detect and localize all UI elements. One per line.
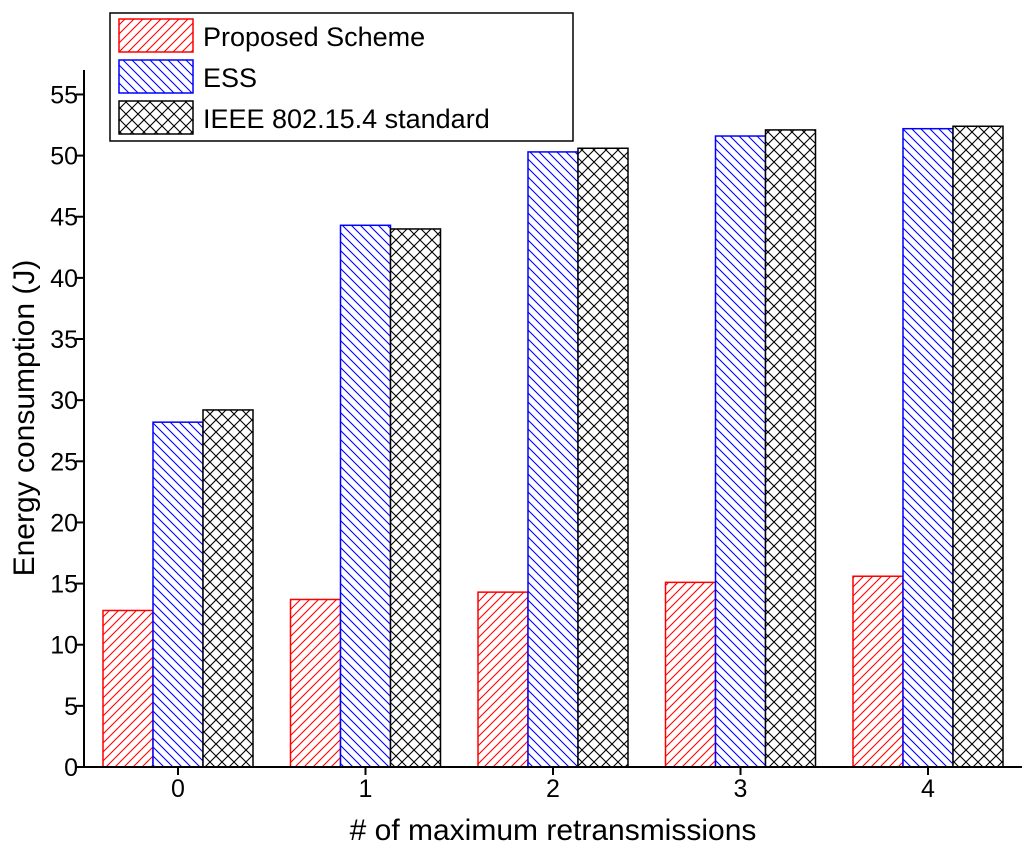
legend-swatch-ess bbox=[118, 59, 194, 94]
bar-proposed-scheme-0 bbox=[102, 609, 154, 768]
bar-ieee-802-15-4-standard-3 bbox=[764, 129, 817, 768]
y-tick-label: 40 bbox=[50, 265, 78, 293]
bar-proposed-scheme-2 bbox=[477, 591, 529, 768]
y-tick-label: 45 bbox=[50, 204, 78, 232]
x-tick-label: 1 bbox=[359, 775, 373, 803]
x-tick-label: 0 bbox=[171, 775, 185, 803]
legend-label-ieee: IEEE 802.15.4 standard bbox=[203, 104, 490, 134]
y-tick-label: 20 bbox=[50, 509, 78, 537]
y-ticks-group: 0 5 10 15 20 25 30 35 40 45 50 55 bbox=[50, 81, 84, 782]
y-tick-label: 35 bbox=[50, 326, 78, 354]
y-tick-label: 5 bbox=[64, 693, 78, 721]
x-tick-label: 4 bbox=[921, 775, 935, 803]
bar-ieee-802-15-4-standard-1 bbox=[389, 228, 442, 768]
y-axis-title: Energy consumption (J) bbox=[8, 260, 41, 577]
legend: Proposed Scheme ESS IEEE 802.15.4 standa… bbox=[109, 12, 574, 142]
y-tick-label: 30 bbox=[50, 387, 78, 415]
bar-ess-0 bbox=[152, 421, 204, 768]
bar-ess-3 bbox=[714, 135, 767, 768]
y-tick-label: 10 bbox=[50, 632, 78, 660]
y-tick-label: 25 bbox=[50, 448, 78, 476]
y-tick-label: 15 bbox=[50, 571, 78, 599]
legend-label-ess: ESS bbox=[203, 63, 257, 93]
y-tick-label: 50 bbox=[50, 143, 78, 171]
legend-label-proposed-scheme: Proposed Scheme bbox=[203, 22, 425, 52]
bar-proposed-scheme-4 bbox=[852, 575, 904, 768]
bars-group bbox=[102, 125, 1004, 768]
bar-proposed-scheme-1 bbox=[289, 598, 342, 768]
x-tick-label: 2 bbox=[546, 775, 560, 803]
x-tick-label: 3 bbox=[734, 775, 748, 803]
bar-ess-4 bbox=[902, 127, 954, 768]
bar-ess-2 bbox=[527, 151, 579, 768]
x-axis-title: # of maximum retransmissions bbox=[350, 814, 757, 847]
x-ticks-group: 0 1 2 3 4 bbox=[171, 767, 935, 803]
bar-proposed-scheme-3 bbox=[664, 581, 717, 768]
bar-ieee-802-15-4-standard-0 bbox=[202, 409, 254, 768]
bar-ieee-802-15-4-standard-4 bbox=[952, 125, 1004, 768]
legend-swatch-proposed-scheme bbox=[118, 18, 194, 53]
bar-ess-1 bbox=[339, 224, 392, 768]
legend-swatch-ieee bbox=[118, 100, 194, 135]
bar-ieee-802-15-4-standard-2 bbox=[577, 147, 629, 768]
y-tick-label: 55 bbox=[50, 81, 78, 109]
y-tick-label: 0 bbox=[64, 754, 78, 782]
